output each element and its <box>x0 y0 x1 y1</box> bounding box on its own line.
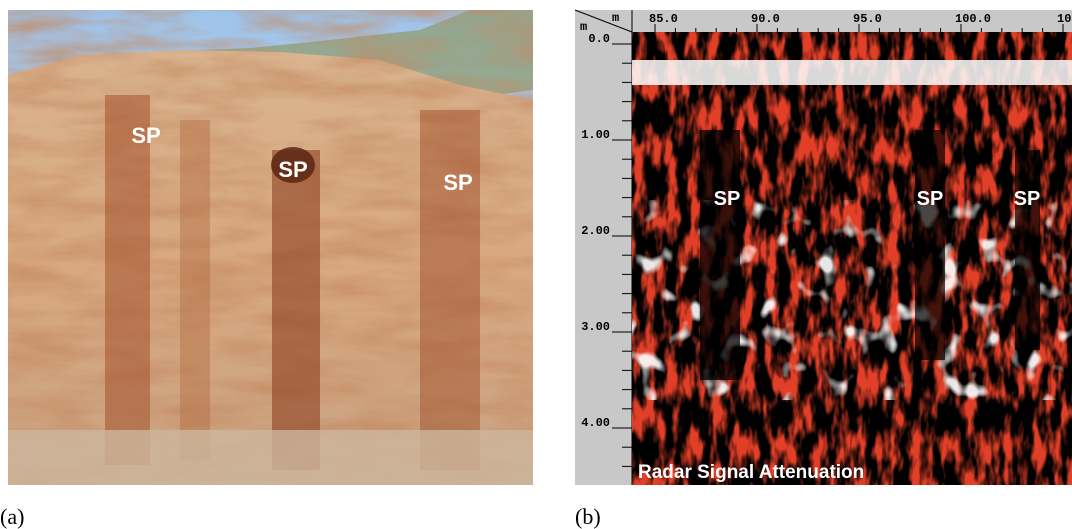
caption: (a) <box>0 504 24 529</box>
x-unit: m <box>612 11 619 25</box>
sp-label: SP <box>1014 188 1041 210</box>
annotation: Radar Signal Attenuation <box>638 462 864 483</box>
sp-label: SP <box>714 188 741 210</box>
sp-label: SP <box>443 170 472 195</box>
y-tick-label: 1.00 <box>581 128 610 142</box>
sp-label: SP <box>278 157 307 182</box>
y-tick-label: 2.00 <box>581 224 610 238</box>
radar-profile: m m 85.0 90.0 95.0 100.0 105.0 0.0 1.00 2.00 3.0… <box>575 10 1072 485</box>
sp-label: SP <box>917 188 944 210</box>
y-tick-label: 4.00 <box>581 416 610 430</box>
caption: (b) <box>575 504 601 529</box>
x-tick-label: 105.0 <box>1057 12 1072 26</box>
photo: SP SP SP <box>8 10 533 485</box>
y-tick-label: 0.0 <box>588 32 610 46</box>
figure: SP SP SP m m 85.0 90.0 95.0 100.0 105.0 0.0 1.… <box>0 0 1072 529</box>
sp-label: SP <box>131 123 160 148</box>
x-tick-label: 85.0 <box>649 12 678 26</box>
x-tick-label: 100.0 <box>955 12 991 26</box>
x-tick-label: 90.0 <box>751 12 780 26</box>
y-tick-label: 3.00 <box>581 320 610 334</box>
y-unit: m <box>580 20 587 34</box>
x-tick-label: 95.0 <box>853 12 882 26</box>
